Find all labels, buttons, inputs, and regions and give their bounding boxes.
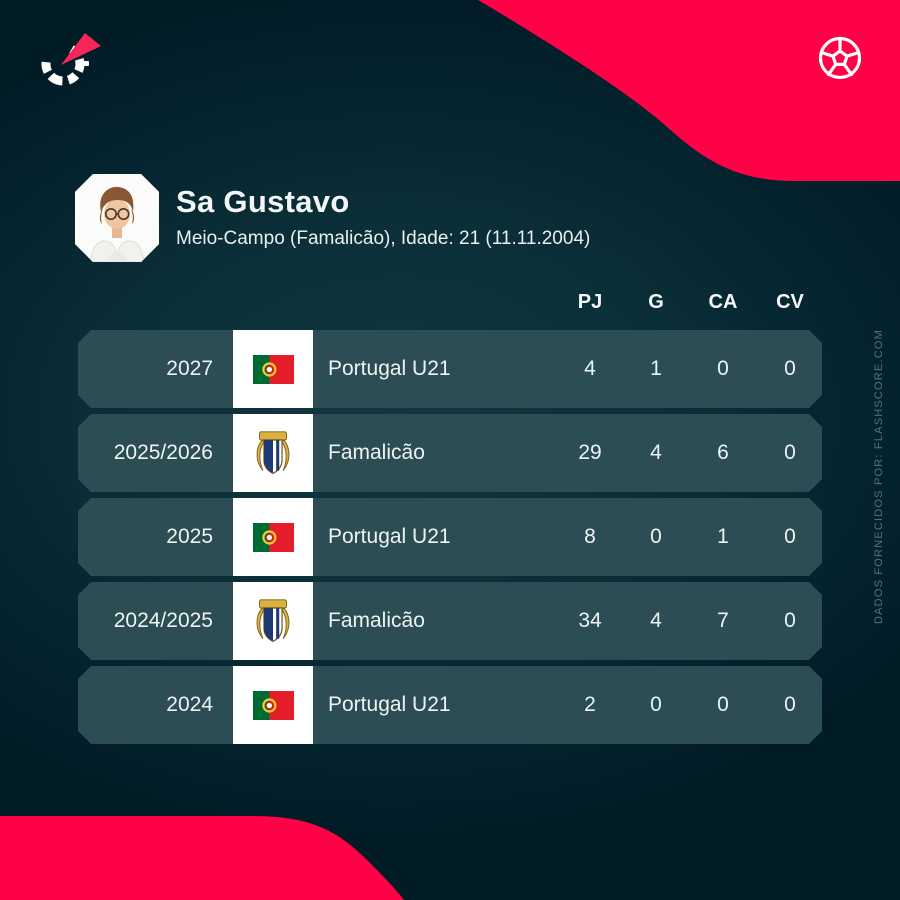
stat-g: 4 [650, 609, 662, 632]
stat-g: 1 [650, 357, 662, 380]
player-avatar [75, 174, 159, 262]
table-row: 2027 Portugal U21 4 1 0 0 [78, 330, 822, 408]
team-name: Famalicão [328, 441, 425, 464]
stat-cv: 0 [784, 693, 796, 716]
famalicao-crest-icon [253, 598, 293, 645]
season-label: 2025 [166, 525, 213, 548]
column-header-pj: PJ [577, 291, 603, 313]
season-label: 2027 [166, 357, 213, 380]
portugal-flag-icon [253, 355, 294, 384]
team-badge-box [233, 414, 313, 492]
table-row: 2025 Portugal U21 8 0 1 0 [78, 498, 822, 576]
stat-ca: 0 [717, 357, 729, 380]
stat-ca: 7 [717, 609, 729, 632]
stat-pj: 4 [584, 357, 596, 380]
stat-pj: 2 [584, 693, 596, 716]
season-label: 2024/2025 [113, 609, 213, 632]
famalicao-crest-icon [253, 430, 293, 477]
season-label: 2024 [166, 693, 213, 716]
table-row: 2024/2025 Famalicão 34 4 7 0 [78, 582, 822, 660]
stat-ca: 6 [717, 441, 729, 464]
column-header-cv: CV [776, 291, 804, 313]
stat-g: 4 [650, 441, 662, 464]
season-label: 2025/2026 [113, 441, 213, 464]
team-name: Portugal U21 [328, 357, 451, 380]
team-badge-box [233, 582, 313, 660]
team-name: Portugal U21 [328, 525, 451, 548]
team-badge-box [233, 330, 313, 408]
player-photo [75, 174, 159, 262]
portugal-flag-icon [253, 691, 294, 720]
stat-cv: 0 [784, 357, 796, 380]
player-details: Meio-Campo (Famalicão), Idade: 21 (11.11… [176, 228, 591, 249]
table-row: 2025/2026 Famalicão 29 4 6 0 [78, 414, 822, 492]
column-header-ca: CA [708, 291, 738, 313]
team-badge-box [233, 498, 313, 576]
data-attribution-text: DADOS FORNECIDOS POR: FLASHSCORE.COM [873, 328, 885, 624]
stat-g: 0 [650, 525, 662, 548]
team-badge-box [233, 666, 313, 744]
column-header-g: G [648, 291, 664, 313]
stat-pj: 34 [578, 609, 602, 632]
flashscore-logo-icon [41, 33, 101, 86]
stat-ca: 0 [717, 693, 729, 716]
stat-cv: 0 [784, 441, 796, 464]
stat-pj: 29 [578, 441, 602, 464]
table-row: 2024 Portugal U21 2 0 0 0 [78, 666, 822, 744]
team-name: Famalicão [328, 609, 425, 632]
team-name: Portugal U21 [328, 693, 451, 716]
stat-pj: 8 [584, 525, 596, 548]
stat-cv: 0 [784, 525, 796, 548]
stat-ca: 1 [717, 525, 729, 548]
stats-column-headers: PJ G CA CV [78, 288, 822, 316]
football-icon [818, 36, 862, 80]
player-name: Sa Gustavo [176, 184, 350, 219]
portugal-flag-icon [253, 523, 294, 552]
stat-cv: 0 [784, 609, 796, 632]
stat-g: 0 [650, 693, 662, 716]
